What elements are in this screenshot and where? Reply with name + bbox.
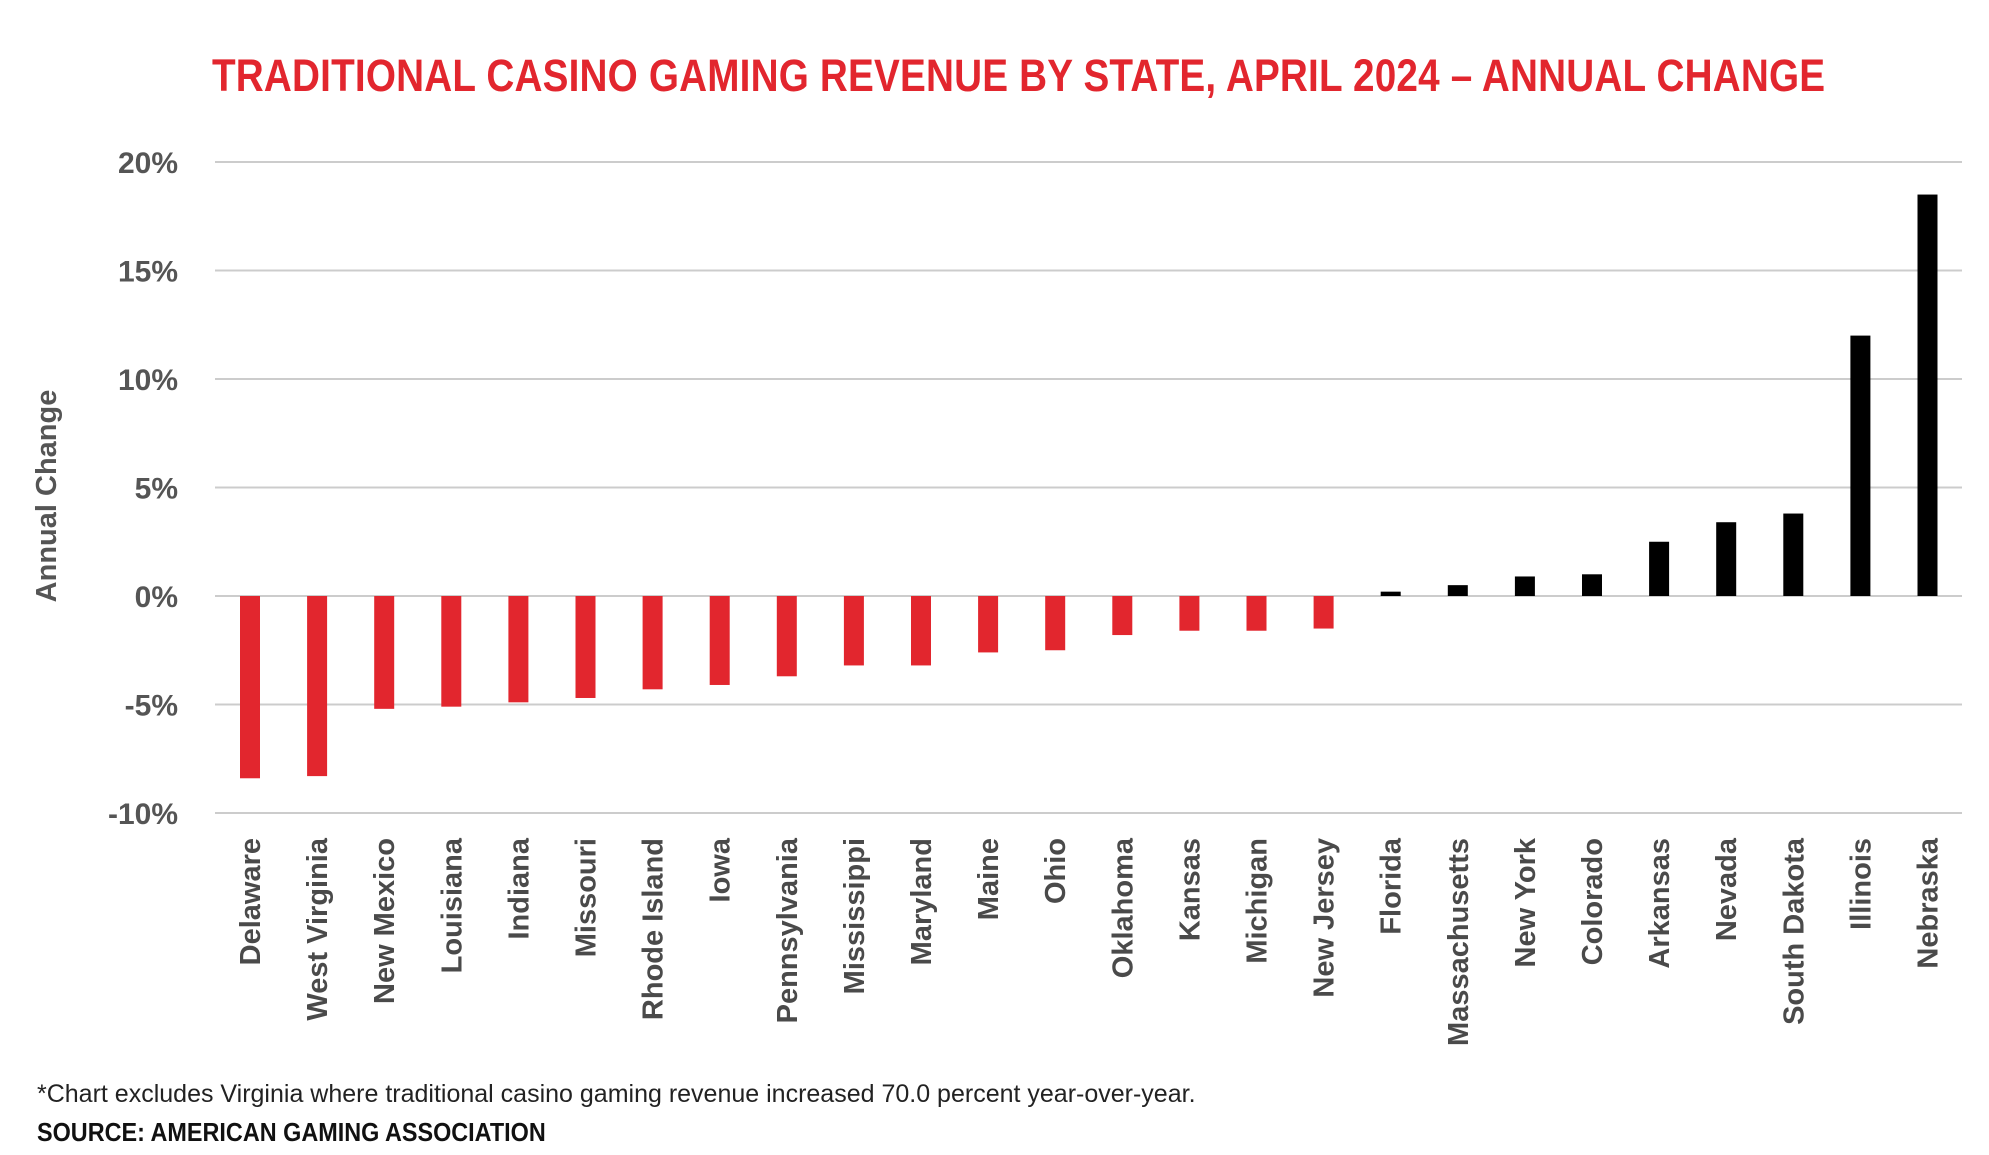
bar <box>1112 596 1133 636</box>
bars <box>240 194 1938 779</box>
bar <box>1380 591 1401 596</box>
bar <box>1716 522 1737 596</box>
y-axis-label: Annual Change <box>31 390 63 603</box>
bar <box>1582 574 1602 596</box>
bar <box>709 596 730 685</box>
bar <box>1045 596 1066 651</box>
bar <box>843 596 864 666</box>
bar <box>441 596 462 707</box>
x-tick-label: Maryland <box>906 838 938 965</box>
x-tick-label: Florida <box>1376 837 1408 935</box>
x-tick-label: New York <box>1510 837 1542 967</box>
bar <box>911 596 931 666</box>
bar <box>307 596 328 777</box>
x-tick-label: South Dakota <box>1778 837 1810 1025</box>
y-tick-label: 10% <box>118 364 178 397</box>
y-tick-label: -10% <box>108 798 178 831</box>
bar <box>1313 596 1334 629</box>
x-axis-labels: Delaware West Virginia New Mexico Louisiana… <box>235 837 1945 1046</box>
x-tick-label: Ohio <box>1040 838 1072 904</box>
x-tick-label: Rhode Island <box>638 838 670 1020</box>
bar <box>1850 335 1871 596</box>
x-tick-label: Louisiana <box>436 837 468 973</box>
x-tick-label: West Virginia <box>302 837 334 1021</box>
x-tick-label: Mississippi <box>839 838 871 994</box>
y-axis-ticks: -10% -5% 0% 5% 10% 15% 20% <box>108 147 178 831</box>
x-tick-label: Michigan <box>1242 838 1274 964</box>
y-tick-label: 15% <box>118 256 178 289</box>
bar <box>1447 585 1468 596</box>
bar <box>1179 596 1200 631</box>
bar <box>1783 513 1804 596</box>
x-tick-label: Indiana <box>503 837 535 939</box>
x-tick-label: Nebraska <box>1913 837 1945 968</box>
bar <box>776 596 797 677</box>
y-tick-label: 5% <box>135 473 178 506</box>
bar <box>1917 194 1938 597</box>
bar <box>1649 541 1670 596</box>
bar <box>978 596 999 653</box>
x-tick-label: Massachusetts <box>1443 838 1475 1046</box>
x-tick-label: Colorado <box>1577 838 1609 965</box>
x-tick-label: Missouri <box>571 838 603 957</box>
x-tick-label: New Mexico <box>369 838 401 1004</box>
y-tick-label: 0% <box>135 581 178 614</box>
x-tick-label: Delaware <box>235 838 267 965</box>
x-tick-label: Oklahoma <box>1107 837 1139 978</box>
x-tick-label: Nevada <box>1711 837 1743 941</box>
x-tick-label: Iowa <box>705 837 737 902</box>
chart-title: TRADITIONAL CASINO GAMING REVENUE BY STA… <box>212 50 1826 101</box>
bar <box>1514 576 1535 596</box>
x-tick-label: New Jersey <box>1309 838 1341 998</box>
bar <box>1246 596 1267 631</box>
gridlines <box>215 161 1962 814</box>
y-tick-label: 20% <box>118 147 178 180</box>
x-tick-label: Kansas <box>1174 838 1206 941</box>
bar <box>374 596 395 709</box>
x-tick-label: Maine <box>973 838 1005 920</box>
x-tick-label: Arkansas <box>1644 838 1676 969</box>
x-tick-label: Pennsylvania <box>772 837 804 1023</box>
footnote: *Chart excludes Virginia where tradition… <box>37 1080 1196 1108</box>
bar <box>575 596 596 698</box>
y-tick-label: -5% <box>125 690 178 723</box>
bar <box>240 596 260 779</box>
bar <box>508 596 529 703</box>
x-tick-label: Illinois <box>1845 838 1877 930</box>
source-note: SOURCE: AMERICAN GAMING ASSOCIATION <box>37 1117 546 1147</box>
bar <box>642 596 663 690</box>
